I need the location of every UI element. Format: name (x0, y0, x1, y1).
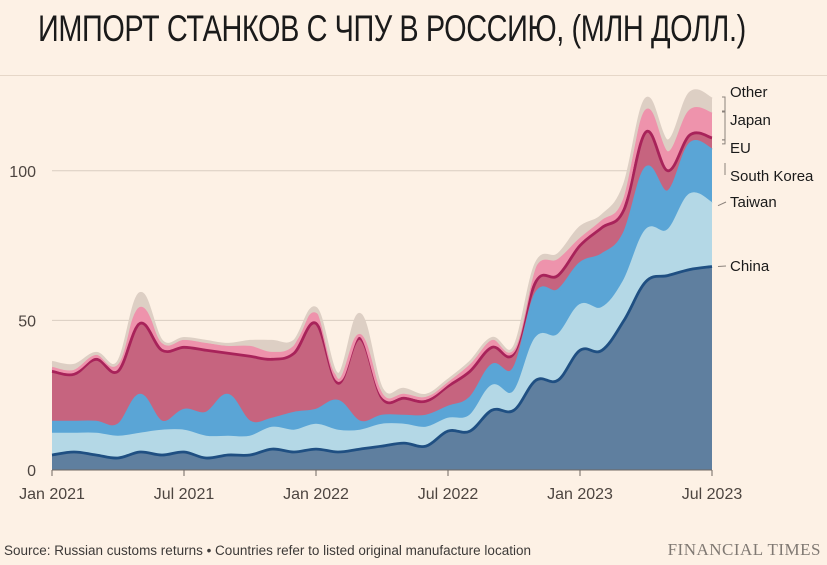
axes: Jan 2021 Jul 2021 Jan 2022 Jul 2022 Jan 2023… (19, 469, 743, 503)
x-tick-label: Jul 2021 (154, 486, 215, 503)
title-divider (0, 75, 827, 76)
series-areas (52, 90, 712, 470)
legend-leader-taiwan (717, 201, 727, 207)
legend-label: South Korea (730, 168, 814, 185)
legend-leader-china (717, 265, 727, 268)
legend-label: Taiwan (730, 194, 777, 211)
x-tick-label: Jan 2023 (547, 486, 613, 503)
line-japan (51, 107, 713, 402)
legend-label: EU (730, 140, 751, 157)
legend-label: Japan (730, 112, 771, 129)
legend-bracket-eu (722, 139, 726, 145)
legend-bracket-japan (722, 111, 726, 141)
y-tick-label: 0 (27, 463, 36, 480)
area-south-korea (52, 141, 712, 438)
line-eu (51, 129, 713, 405)
area-china (52, 266, 712, 470)
series-lines (51, 89, 713, 460)
line-china (51, 265, 713, 460)
x-tick-label: Jul 2023 (682, 486, 743, 503)
line-other (51, 89, 713, 397)
line-south-korea (52, 140, 713, 429)
source-note: Source: Russian customs returns • Countr… (4, 543, 531, 558)
y-tick-label: 50 (18, 313, 36, 330)
legend-label: China (730, 258, 770, 275)
legend-label: Other (730, 84, 768, 101)
line-taiwan (51, 192, 713, 440)
brand-logo: FINANCIAL TIMES (667, 540, 821, 559)
legend: Other Japan EU South Korea Taiwan China (717, 84, 814, 275)
x-tick-label: Jan 2021 (19, 486, 85, 503)
chart-title: ИМПОРТ СТАНКОВ С ЧПУ В РОССИЮ, (МЛН ДОЛЛ… (38, 8, 746, 49)
x-tick-label: Jan 2022 (283, 486, 349, 503)
x-tick-label: Jul 2022 (418, 486, 479, 503)
y-tick-label: 100 (9, 164, 36, 181)
legend-bracket-other (722, 96, 726, 112)
area-taiwan (52, 193, 712, 459)
